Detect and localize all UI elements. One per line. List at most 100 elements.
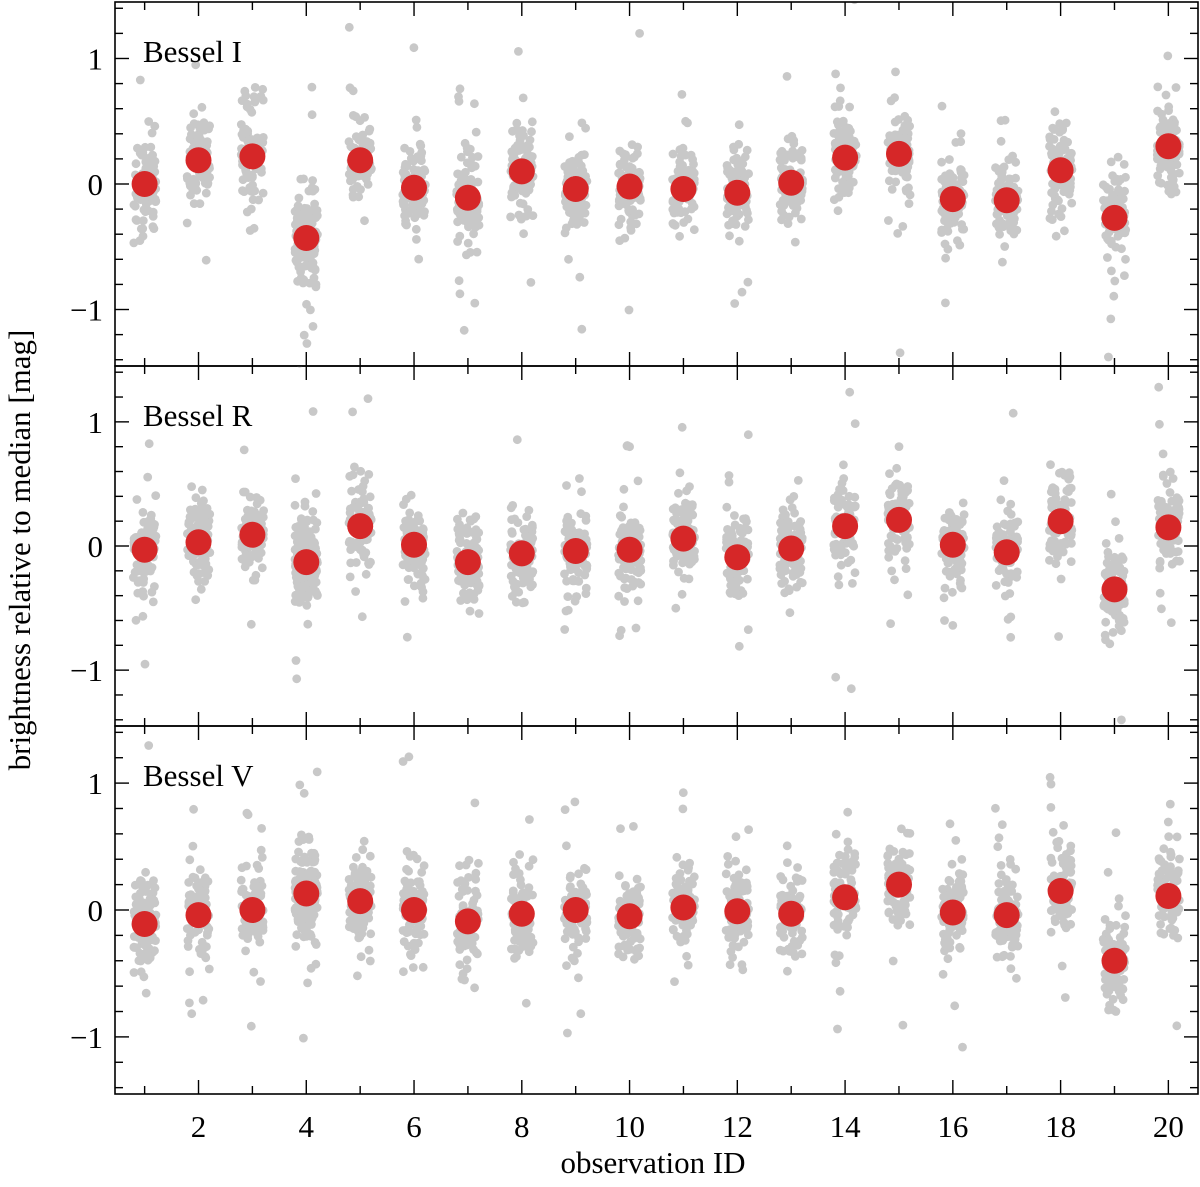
raw-point (259, 506, 268, 515)
raw-point (944, 219, 953, 228)
raw-point (834, 102, 844, 111)
raw-point (1154, 178, 1164, 187)
raw-point (1103, 234, 1112, 244)
raw-point (291, 854, 301, 864)
raw-point (141, 157, 151, 167)
raw-point (454, 535, 464, 545)
median-point (832, 513, 859, 540)
raw-point (350, 462, 359, 472)
raw-point (633, 142, 642, 152)
raw-point (353, 912, 362, 922)
raw-point (294, 193, 304, 203)
raw-point (457, 974, 467, 984)
median-point (993, 187, 1020, 214)
raw-point (1153, 106, 1162, 116)
raw-point (195, 865, 205, 875)
raw-point (514, 929, 524, 939)
raw-point (1169, 119, 1179, 129)
raw-point (956, 575, 965, 585)
raw-point (299, 788, 309, 798)
raw-point (358, 845, 368, 854)
raw-point (140, 529, 149, 538)
raw-point (410, 198, 420, 208)
median-point (616, 173, 643, 200)
raw-point (465, 144, 475, 154)
raw-point (308, 507, 318, 516)
raw-point (418, 587, 428, 597)
raw-point (687, 509, 697, 519)
raw-point (895, 480, 905, 490)
raw-point (510, 954, 519, 963)
raw-point (405, 852, 415, 861)
raw-point (527, 520, 537, 530)
raw-point (187, 482, 197, 491)
raw-point (521, 565, 530, 574)
raw-point (256, 845, 266, 855)
median-point (185, 147, 212, 174)
raw-point (581, 123, 590, 133)
raw-point (523, 926, 533, 935)
raw-point (416, 930, 425, 940)
raw-point (518, 199, 528, 209)
raw-point (830, 173, 840, 183)
raw-point (563, 525, 573, 535)
raw-point (472, 890, 482, 900)
raw-point (237, 887, 247, 896)
raw-point (292, 674, 302, 684)
raw-point (461, 167, 470, 177)
raw-point (1120, 228, 1130, 238)
raw-point (462, 595, 472, 605)
raw-point (359, 552, 369, 562)
raw-point (1103, 185, 1113, 194)
raw-point (258, 95, 268, 105)
raw-points (129, 366, 1184, 725)
raw-point (937, 225, 947, 235)
raw-point (1163, 180, 1172, 190)
raw-point (191, 60, 201, 70)
raw-point (563, 1028, 572, 1038)
raw-point (744, 215, 753, 225)
raw-point (456, 152, 466, 162)
raw-point (1050, 107, 1060, 117)
raw-point (204, 924, 214, 934)
raw-point (783, 219, 793, 229)
raw-point (837, 478, 847, 488)
raw-point (560, 805, 570, 814)
raw-point (562, 202, 572, 212)
raw-point (150, 582, 159, 591)
raw-point (733, 575, 742, 585)
raw-point (581, 200, 591, 210)
raw-point (305, 527, 314, 537)
raw-point (670, 516, 679, 526)
raw-point (951, 138, 961, 147)
median-point (293, 225, 320, 251)
raw-point (941, 298, 950, 308)
raw-point (515, 850, 524, 859)
raw-point (462, 964, 472, 974)
raw-point (778, 195, 788, 205)
raw-point (252, 499, 262, 509)
raw-point (419, 890, 428, 899)
raw-point (256, 891, 266, 901)
raw-point (1011, 157, 1021, 167)
raw-point (684, 500, 694, 510)
raw-point (189, 894, 198, 904)
raw-point (570, 956, 579, 966)
raw-point (783, 134, 793, 144)
raw-point (299, 1033, 308, 1043)
raw-point (581, 934, 591, 943)
raw-point (561, 606, 571, 616)
raw-point (736, 536, 746, 546)
raw-point (781, 510, 790, 520)
raw-point (674, 567, 683, 577)
raw-point (629, 822, 638, 831)
median-point (939, 186, 966, 213)
raw-point (684, 574, 694, 584)
raw-point (576, 1009, 586, 1019)
panels-layer: −101 Bessel I−101 Bessel R−101 Bessel V2 4 6 8… (70, 1, 1199, 1144)
raw-point (1008, 408, 1018, 418)
raw-point (848, 538, 857, 548)
raw-point (953, 236, 962, 246)
raw-point (630, 932, 640, 941)
raw-point (886, 531, 896, 541)
